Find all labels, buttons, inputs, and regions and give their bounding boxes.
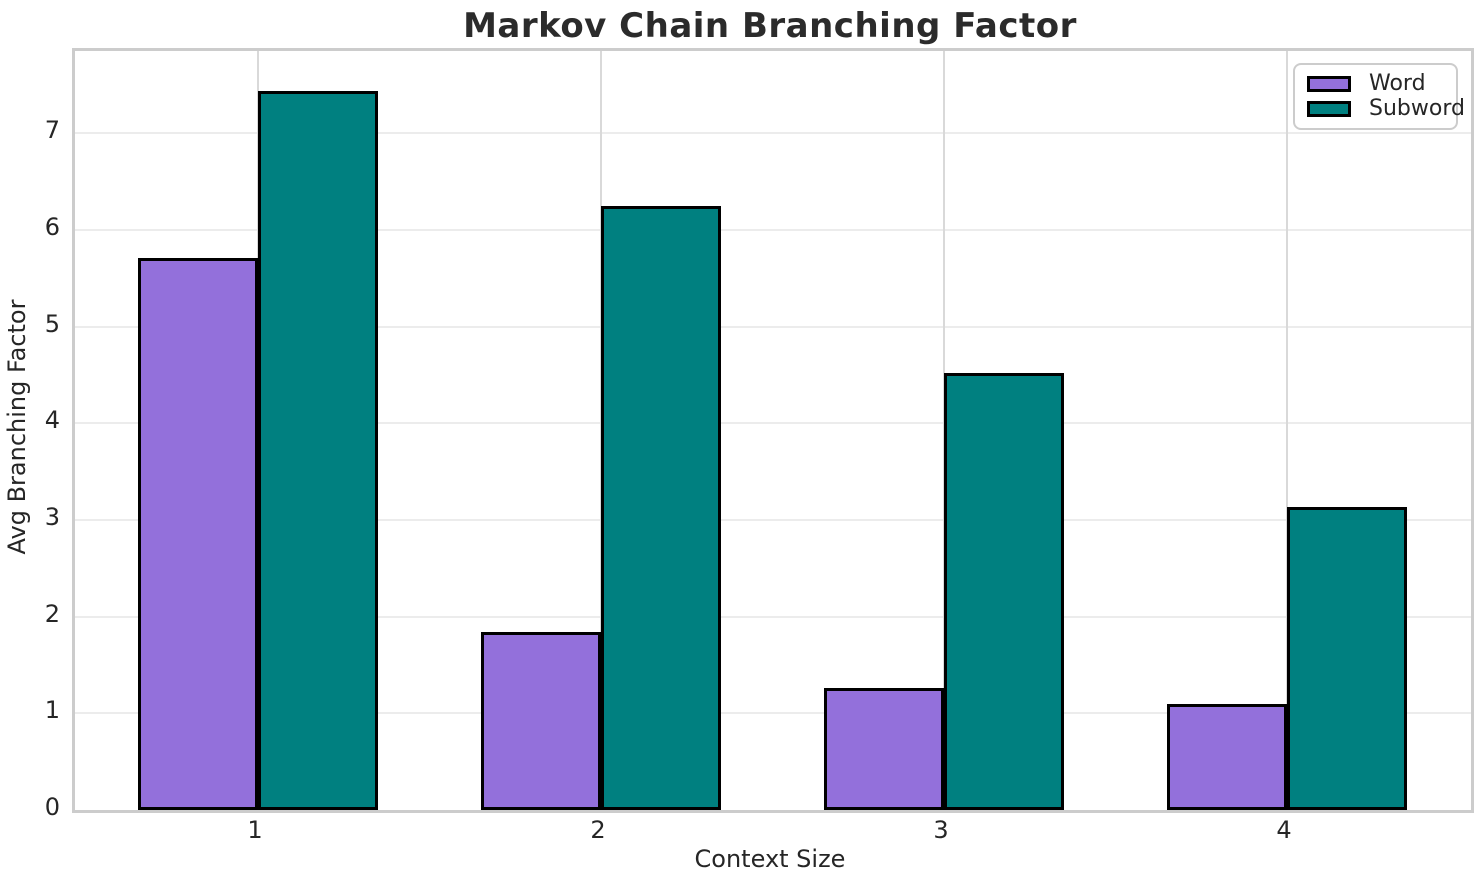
chart-title: Markov Chain Branching Factor xyxy=(463,6,1077,46)
y-tick-label: 7 xyxy=(44,116,60,145)
y-tick-label: 4 xyxy=(44,406,60,435)
plot-area xyxy=(72,48,1474,813)
y-gridline xyxy=(75,325,1471,328)
y-gridline xyxy=(75,615,1471,618)
y-gridline xyxy=(75,422,1471,425)
x-tick-label: 4 xyxy=(1276,816,1292,844)
y-tick-label: 6 xyxy=(44,212,60,241)
y-tick-label: 2 xyxy=(44,599,60,628)
y-tick-label: 5 xyxy=(44,309,60,338)
y-tick-label: 1 xyxy=(44,696,60,725)
word-swatch-icon xyxy=(1307,76,1351,92)
y-gridline xyxy=(75,518,1471,521)
y-gridline xyxy=(75,132,1471,135)
legend-item-word: Word xyxy=(1307,73,1446,95)
x-tick-label: 2 xyxy=(590,816,606,844)
bar-subword-3 xyxy=(944,373,1064,810)
legend-label-subword: Subword xyxy=(1369,96,1465,121)
bar-subword-2 xyxy=(601,206,721,810)
y-tick-label: 0 xyxy=(44,793,60,821)
legend-label-word: Word xyxy=(1369,71,1426,96)
y-tick-label: 3 xyxy=(44,502,60,531)
x-gridline xyxy=(1286,51,1288,810)
legend: Word Subword xyxy=(1293,63,1465,130)
y-gridline xyxy=(75,712,1471,715)
bar-subword-4 xyxy=(1287,507,1407,810)
x-tick-label: 3 xyxy=(933,816,949,844)
x-tick-label: 1 xyxy=(247,816,263,844)
bar-subword-1 xyxy=(258,91,378,810)
bar-word-1 xyxy=(138,258,258,810)
bar-word-4 xyxy=(1167,704,1287,810)
bar-word-2 xyxy=(481,632,601,810)
subword-swatch-icon xyxy=(1307,101,1351,117)
legend-item-subword: Subword xyxy=(1307,98,1465,120)
x-axis-label: Context Size xyxy=(694,845,846,873)
y-gridline xyxy=(75,228,1471,231)
bar-word-3 xyxy=(824,688,944,810)
